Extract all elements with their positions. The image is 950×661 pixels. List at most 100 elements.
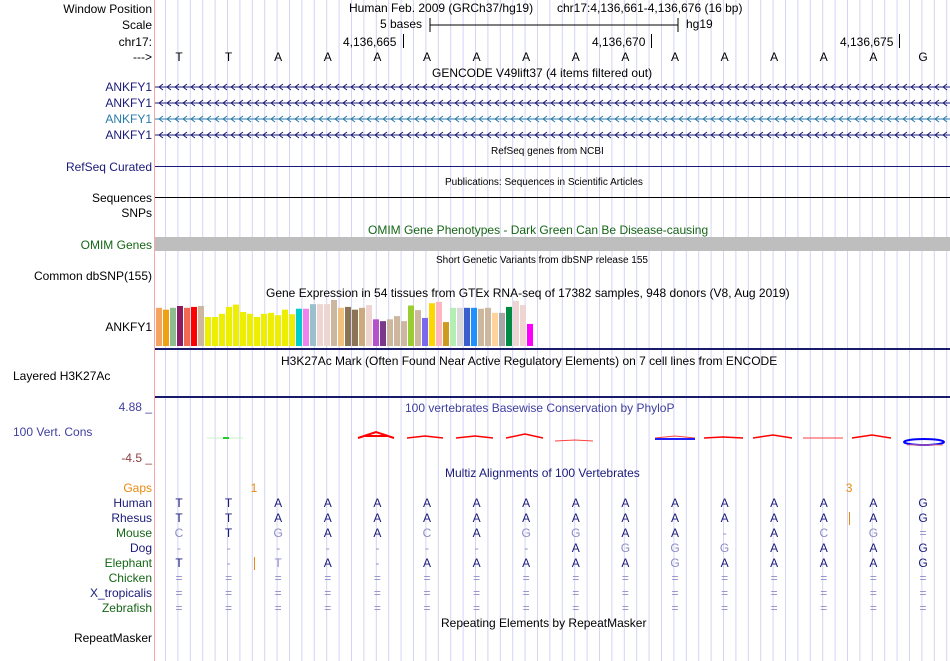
gtex-bar[interactable] bbox=[387, 319, 393, 346]
gtex-bar[interactable] bbox=[296, 308, 302, 346]
gtex-bar[interactable] bbox=[254, 317, 260, 346]
gtex-bar[interactable] bbox=[492, 312, 498, 346]
gtex-bar[interactable] bbox=[415, 310, 421, 346]
species-label[interactable]: Zebrafish bbox=[101, 601, 152, 615]
gtex-bar[interactable] bbox=[212, 317, 218, 346]
position-text[interactable]: chr17:4,136,661-4,136,676 (16 bp) bbox=[557, 1, 743, 15]
gencode-item-label[interactable]: ANKFY1 bbox=[105, 96, 152, 110]
strand-arrow-icon bbox=[630, 115, 636, 123]
repeatmasker-label[interactable]: RepeatMasker bbox=[73, 631, 152, 645]
strand-arrow-icon bbox=[790, 115, 796, 123]
gtex-bar[interactable] bbox=[247, 313, 253, 346]
species-label[interactable]: Elephant bbox=[104, 556, 152, 570]
gtex-bar[interactable] bbox=[478, 308, 484, 346]
gtex-bar[interactable] bbox=[268, 312, 274, 346]
strand-arrow-icon bbox=[598, 83, 604, 91]
omim-label[interactable]: OMIM Genes bbox=[80, 238, 152, 252]
gtex-bar[interactable] bbox=[471, 307, 477, 346]
alignment-base: = bbox=[721, 571, 729, 585]
gtex-bar[interactable] bbox=[422, 317, 428, 346]
gtex-bar[interactable] bbox=[170, 307, 176, 346]
species-label[interactable]: Mouse bbox=[115, 526, 152, 540]
gtex-bar[interactable] bbox=[373, 319, 379, 346]
strand-arrow-icon bbox=[726, 131, 732, 139]
gtex-bar[interactable] bbox=[527, 323, 533, 346]
gencode-item-label[interactable]: ANKFY1 bbox=[105, 112, 152, 126]
gtex-chart[interactable] bbox=[155, 300, 950, 352]
gtex-bar[interactable] bbox=[464, 307, 470, 346]
gtex-label[interactable]: ANKFY1 bbox=[105, 320, 152, 334]
gtex-bar[interactable] bbox=[275, 315, 281, 346]
species-label[interactable]: Rhesus bbox=[111, 511, 152, 525]
omim-feature[interactable] bbox=[155, 237, 950, 251]
alignment-base: A bbox=[472, 556, 481, 570]
gtex-bar[interactable] bbox=[289, 314, 295, 346]
gtex-bar[interactable] bbox=[394, 316, 400, 346]
strand-arrow-icon bbox=[886, 115, 892, 123]
gtex-bar[interactable] bbox=[317, 304, 323, 346]
refseq-line[interactable] bbox=[155, 166, 950, 167]
gtex-bar[interactable] bbox=[324, 304, 330, 346]
gtex-bar[interactable] bbox=[408, 305, 414, 346]
gtex-bar[interactable] bbox=[198, 305, 204, 346]
dbsnp-label[interactable]: Common dbSNP(155) bbox=[33, 269, 152, 283]
alignment-base: = bbox=[820, 586, 828, 600]
gtex-bar[interactable] bbox=[457, 307, 463, 346]
gencode-transcript[interactable] bbox=[155, 130, 950, 140]
gtex-bar[interactable] bbox=[184, 307, 190, 346]
gtex-bar[interactable] bbox=[443, 322, 449, 346]
gtex-bar[interactable] bbox=[436, 301, 442, 346]
species-label[interactable]: Chicken bbox=[108, 571, 152, 585]
gencode-item-label[interactable]: ANKFY1 bbox=[105, 80, 152, 94]
gtex-bar[interactable] bbox=[429, 303, 435, 346]
gtex-bar[interactable] bbox=[359, 307, 365, 346]
gtex-bar[interactable] bbox=[485, 307, 491, 346]
gencode-transcript[interactable] bbox=[155, 98, 950, 108]
gtex-bar[interactable] bbox=[226, 306, 232, 346]
gtex-bar[interactable] bbox=[261, 313, 267, 346]
strand-arrow-icon bbox=[646, 131, 652, 139]
gencode-transcript[interactable] bbox=[155, 114, 950, 124]
gtex-bar[interactable] bbox=[240, 311, 246, 346]
gtex-bar[interactable] bbox=[219, 313, 225, 346]
publications-label[interactable]: Sequences bbox=[91, 191, 152, 205]
strand-arrow-icon bbox=[678, 83, 684, 91]
species-label[interactable]: X_tropicalis bbox=[89, 586, 152, 600]
gaps-label: Gaps bbox=[123, 481, 152, 495]
species-label[interactable]: Human bbox=[113, 496, 152, 510]
h3k27ac-label[interactable]: Layered H3K27Ac bbox=[13, 369, 111, 383]
gtex-bar[interactable] bbox=[205, 317, 211, 346]
gtex-bar[interactable] bbox=[338, 307, 344, 346]
gencode-item-label[interactable]: ANKFY1 bbox=[105, 128, 152, 142]
gtex-bar[interactable] bbox=[156, 307, 162, 346]
gtex-bar[interactable] bbox=[303, 308, 309, 346]
gencode-transcript[interactable] bbox=[155, 82, 950, 92]
publications-line[interactable] bbox=[155, 197, 950, 198]
strand-arrow-icon bbox=[246, 83, 252, 91]
refseq-label[interactable]: RefSeq Curated bbox=[65, 160, 152, 174]
strand-arrow-icon bbox=[542, 115, 548, 123]
gtex-bar[interactable] bbox=[450, 307, 456, 346]
alignment-base: T bbox=[274, 556, 282, 570]
gtex-bar[interactable] bbox=[506, 306, 512, 346]
gtex-bar[interactable] bbox=[401, 321, 407, 346]
gtex-bar[interactable] bbox=[163, 309, 169, 346]
phylop-label[interactable]: 100 Vert. Cons bbox=[13, 425, 93, 439]
phylop-track[interactable] bbox=[155, 420, 950, 450]
gtex-bar[interactable] bbox=[352, 309, 358, 346]
gtex-bar[interactable] bbox=[366, 305, 372, 346]
gtex-bar[interactable] bbox=[282, 309, 288, 346]
gtex-bar[interactable] bbox=[345, 306, 351, 346]
gtex-bar[interactable] bbox=[520, 305, 526, 346]
gtex-bar[interactable] bbox=[177, 305, 183, 346]
gtex-bar[interactable] bbox=[380, 321, 386, 346]
gtex-bar[interactable] bbox=[331, 300, 337, 346]
strand-arrow-icon bbox=[742, 99, 748, 107]
gtex-bar[interactable] bbox=[233, 304, 239, 346]
gtex-bar[interactable] bbox=[310, 304, 316, 346]
gtex-bar[interactable] bbox=[513, 300, 519, 346]
strand-arrow-icon bbox=[582, 115, 588, 123]
gtex-bar[interactable] bbox=[191, 306, 197, 346]
species-label[interactable]: Dog bbox=[129, 541, 152, 555]
gtex-bar[interactable] bbox=[499, 312, 505, 346]
